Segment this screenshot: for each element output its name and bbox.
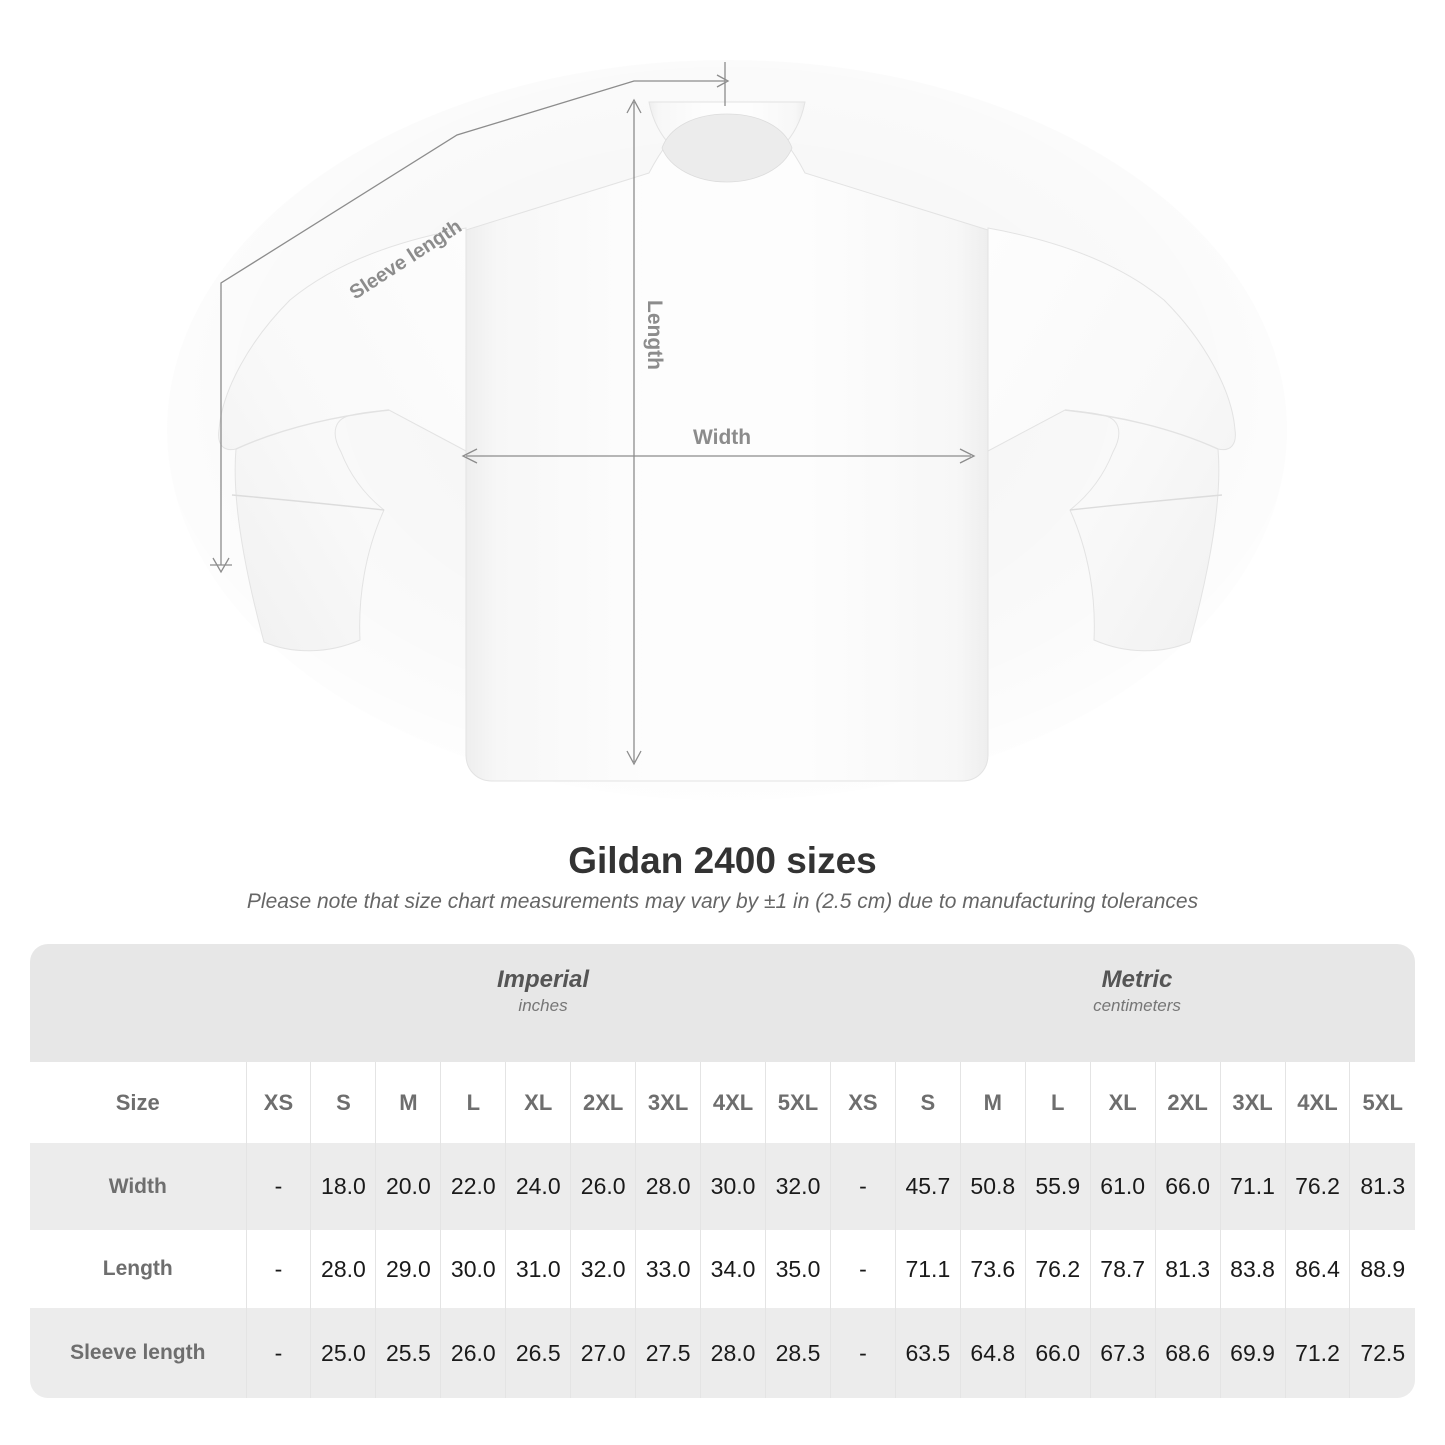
svg-text:Width: Width xyxy=(693,426,751,449)
svg-text:Length: Length xyxy=(643,300,666,370)
